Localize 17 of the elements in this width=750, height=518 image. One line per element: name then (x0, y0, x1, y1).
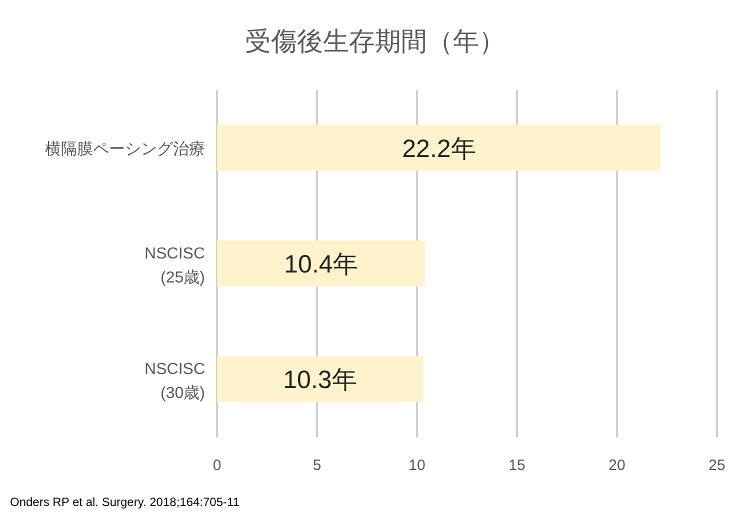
data-label: 10.3年 (283, 366, 357, 394)
text: Onders RP et al. Surgery. 2018;164:705-11 (10, 495, 240, 509)
data-label: 22.2年 (402, 134, 476, 163)
bar (217, 124, 661, 171)
x-tick-label: 5 (312, 457, 322, 474)
x-tick-label: 25 (708, 457, 726, 474)
bar (217, 240, 425, 286)
x-tick-label: 10 (408, 457, 426, 474)
chart-title: 受傷後生存期間（年） (245, 26, 505, 56)
y-tick-label: NSCISC (30歳) (144, 361, 205, 402)
x-tick-label: 20 (608, 457, 626, 474)
x-tick-label: 0 (212, 457, 222, 474)
bar (217, 356, 423, 402)
y-tick-label: NSCISC (25歳) (144, 246, 205, 286)
data-label: 10.4年 (284, 250, 358, 278)
y-tick-label: 横隔膜ペーシング治療 (45, 140, 205, 158)
x-tick-label: 15 (508, 457, 526, 474)
